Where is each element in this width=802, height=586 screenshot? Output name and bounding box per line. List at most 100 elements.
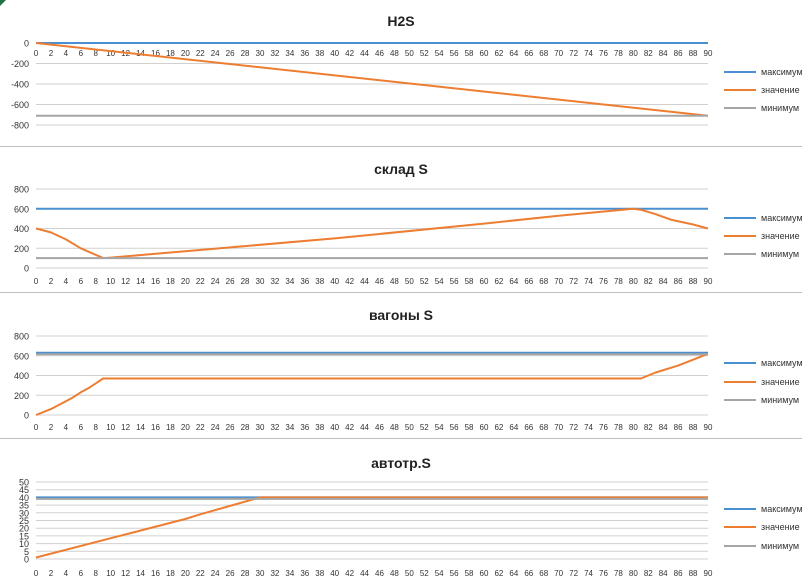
x-tick-label: 44 <box>360 423 369 432</box>
x-tick-label: 20 <box>181 49 190 58</box>
y-tick-label: 15 <box>19 531 29 541</box>
x-tick-label: 58 <box>465 49 474 58</box>
x-tick-label: 48 <box>390 49 399 58</box>
x-tick-label: 46 <box>375 569 384 578</box>
x-tick-label: 40 <box>330 277 339 286</box>
x-tick-label: 56 <box>450 423 459 432</box>
y-tick-label: -800 <box>11 121 29 131</box>
x-tick-label: 0 <box>34 49 39 58</box>
y-tick-label: 200 <box>14 244 29 254</box>
x-tick-label: 12 <box>121 423 130 432</box>
x-tick-label: 80 <box>629 569 638 578</box>
x-tick-label: 84 <box>659 569 668 578</box>
x-tick-label: 8 <box>94 423 99 432</box>
x-tick-label: 38 <box>315 423 324 432</box>
x-tick-label: 80 <box>629 277 638 286</box>
x-tick-label: 62 <box>494 569 503 578</box>
x-tick-label: 40 <box>330 49 339 58</box>
x-tick-label: 24 <box>211 569 220 578</box>
x-tick-label: 60 <box>480 569 489 578</box>
x-tick-label: 64 <box>509 423 518 432</box>
x-tick-label: 20 <box>181 569 190 578</box>
x-tick-label: 78 <box>614 277 623 286</box>
x-tick-label: 66 <box>524 569 533 578</box>
x-tick-label: 26 <box>226 49 235 58</box>
x-tick-label: 14 <box>136 277 145 286</box>
legend-label: минимум <box>761 395 799 405</box>
y-tick-label: 0 <box>24 411 29 421</box>
x-tick-label: 30 <box>256 423 265 432</box>
x-tick-label: 20 <box>181 277 190 286</box>
x-tick-label: 38 <box>315 569 324 578</box>
x-tick-label: 76 <box>599 49 608 58</box>
x-tick-label: 4 <box>64 569 69 578</box>
x-tick-label: 82 <box>644 569 653 578</box>
x-tick-label: 90 <box>704 423 713 432</box>
x-tick-label: 50 <box>405 423 414 432</box>
x-tick-label: 70 <box>554 423 563 432</box>
x-tick-label: 68 <box>539 49 548 58</box>
legend-label: минимум <box>761 249 799 259</box>
x-tick-label: 2 <box>49 277 54 286</box>
legend-label: максимум <box>761 213 802 223</box>
legend-label: значение <box>761 231 800 241</box>
x-tick-label: 22 <box>196 569 205 578</box>
x-tick-label: 24 <box>211 49 220 58</box>
x-tick-label: 54 <box>435 49 444 58</box>
x-tick-label: 26 <box>226 277 235 286</box>
x-tick-label: 36 <box>300 49 309 58</box>
x-tick-label: 58 <box>465 277 474 286</box>
y-tick-label: 35 <box>19 501 29 511</box>
x-tick-label: 86 <box>674 423 683 432</box>
x-tick-label: 64 <box>509 49 518 58</box>
y-tick-label: 600 <box>14 204 29 214</box>
x-tick-label: 70 <box>554 569 563 578</box>
x-tick-label: 24 <box>211 423 220 432</box>
x-tick-label: 18 <box>166 277 175 286</box>
x-tick-label: 6 <box>79 569 84 578</box>
x-tick-label: 88 <box>689 569 698 578</box>
legend-label: значение <box>761 522 800 532</box>
y-tick-label: 200 <box>14 391 29 401</box>
x-tick-label: 2 <box>49 569 54 578</box>
legend-label: минимум <box>761 103 799 113</box>
y-tick-label: 400 <box>14 224 29 234</box>
x-tick-label: 0 <box>34 423 39 432</box>
x-tick-label: 76 <box>599 569 608 578</box>
x-tick-label: 34 <box>285 569 294 578</box>
x-tick-label: 70 <box>554 277 563 286</box>
chart-panel-vagony: вагоны S 0 200 400 600 800 0 2 4 6 8 10 12 14 16 18 20 22… <box>0 292 802 438</box>
x-tick-label: 48 <box>390 277 399 286</box>
x-tick-label: 90 <box>704 277 713 286</box>
y-tick-label: 50 <box>19 478 29 488</box>
x-tick-label: 52 <box>420 277 429 286</box>
x-tick-label: 22 <box>196 423 205 432</box>
series-line-значение <box>35 352 709 416</box>
x-tick-label: 76 <box>599 423 608 432</box>
series-line-значение <box>35 42 709 117</box>
x-tick-label: 60 <box>480 49 489 58</box>
legend-label: максимум <box>761 358 802 368</box>
x-tick-label: 42 <box>345 569 354 578</box>
x-tick-label: 52 <box>420 49 429 58</box>
x-tick-label: 10 <box>106 569 115 578</box>
x-tick-label: 46 <box>375 423 384 432</box>
x-tick-label: 78 <box>614 569 623 578</box>
x-tick-label: 0 <box>34 277 39 286</box>
x-tick-label: 26 <box>226 423 235 432</box>
x-tick-label: 30 <box>256 49 265 58</box>
x-tick-label: 72 <box>569 423 578 432</box>
x-tick-label: 4 <box>64 277 69 286</box>
x-tick-label: 4 <box>64 423 69 432</box>
x-tick-label: 38 <box>315 277 324 286</box>
x-tick-label: 36 <box>300 569 309 578</box>
x-tick-label: 52 <box>420 569 429 578</box>
x-tick-label: 74 <box>584 277 593 286</box>
x-tick-label: 54 <box>435 423 444 432</box>
legend-label: значение <box>761 377 800 387</box>
x-tick-label: 34 <box>285 423 294 432</box>
x-tick-label: 12 <box>121 277 130 286</box>
x-tick-label: 22 <box>196 277 205 286</box>
y-tick-label: 0 <box>24 39 29 49</box>
